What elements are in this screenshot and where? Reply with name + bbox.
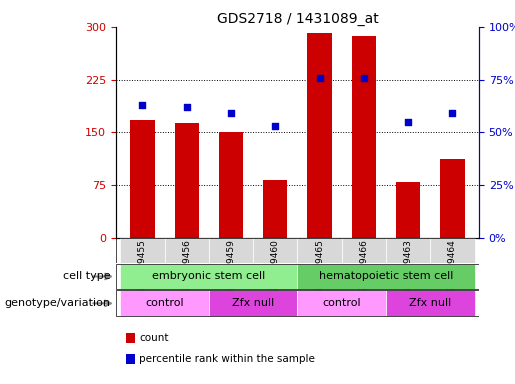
Bar [121, 290, 209, 316]
Text: embryonic stem cell: embryonic stem cell [152, 271, 266, 281]
Text: control: control [145, 298, 184, 308]
Text: genotype/variation: genotype/variation [5, 298, 111, 308]
Text: GSM169459: GSM169459 [227, 239, 235, 294]
Point [139, 102, 147, 108]
Bar [386, 238, 430, 263]
Bar [121, 263, 298, 290]
Bar [341, 238, 386, 263]
Title: GDS2718 / 1431089_at: GDS2718 / 1431089_at [216, 12, 379, 26]
Bar [209, 290, 298, 316]
Text: GSM169456: GSM169456 [182, 239, 191, 294]
Bar [298, 263, 474, 290]
Bar [386, 290, 474, 316]
Point [227, 111, 235, 117]
Bar [298, 290, 386, 316]
Bar [165, 238, 209, 263]
Point [448, 111, 456, 117]
Text: GSM169455: GSM169455 [138, 239, 147, 294]
Point [359, 74, 368, 81]
Text: GSM169464: GSM169464 [448, 239, 457, 294]
Text: Zfx null: Zfx null [409, 298, 451, 308]
Text: control: control [322, 298, 361, 308]
Text: GSM169465: GSM169465 [315, 239, 324, 294]
Text: percentile rank within the sample: percentile rank within the sample [139, 354, 315, 364]
Bar [253, 238, 298, 263]
Bar [263, 180, 287, 238]
Bar [396, 182, 420, 238]
Text: count: count [139, 333, 168, 343]
Point [315, 74, 323, 81]
Bar [440, 159, 465, 238]
Bar [307, 33, 332, 238]
Bar [121, 238, 165, 263]
Text: cell type: cell type [63, 271, 111, 281]
Text: Zfx null: Zfx null [232, 298, 274, 308]
Bar [430, 238, 474, 263]
Bar [298, 238, 341, 263]
Bar [209, 238, 253, 263]
Point [271, 123, 280, 129]
Bar [352, 36, 376, 238]
Point [183, 104, 191, 110]
Bar [175, 123, 199, 238]
Bar [130, 120, 154, 238]
Text: GSM169466: GSM169466 [359, 239, 368, 294]
Text: hematopoietic stem cell: hematopoietic stem cell [319, 271, 453, 281]
Point [404, 119, 412, 125]
Text: GSM169460: GSM169460 [271, 239, 280, 294]
Text: GSM169463: GSM169463 [404, 239, 413, 294]
Bar [219, 132, 243, 238]
